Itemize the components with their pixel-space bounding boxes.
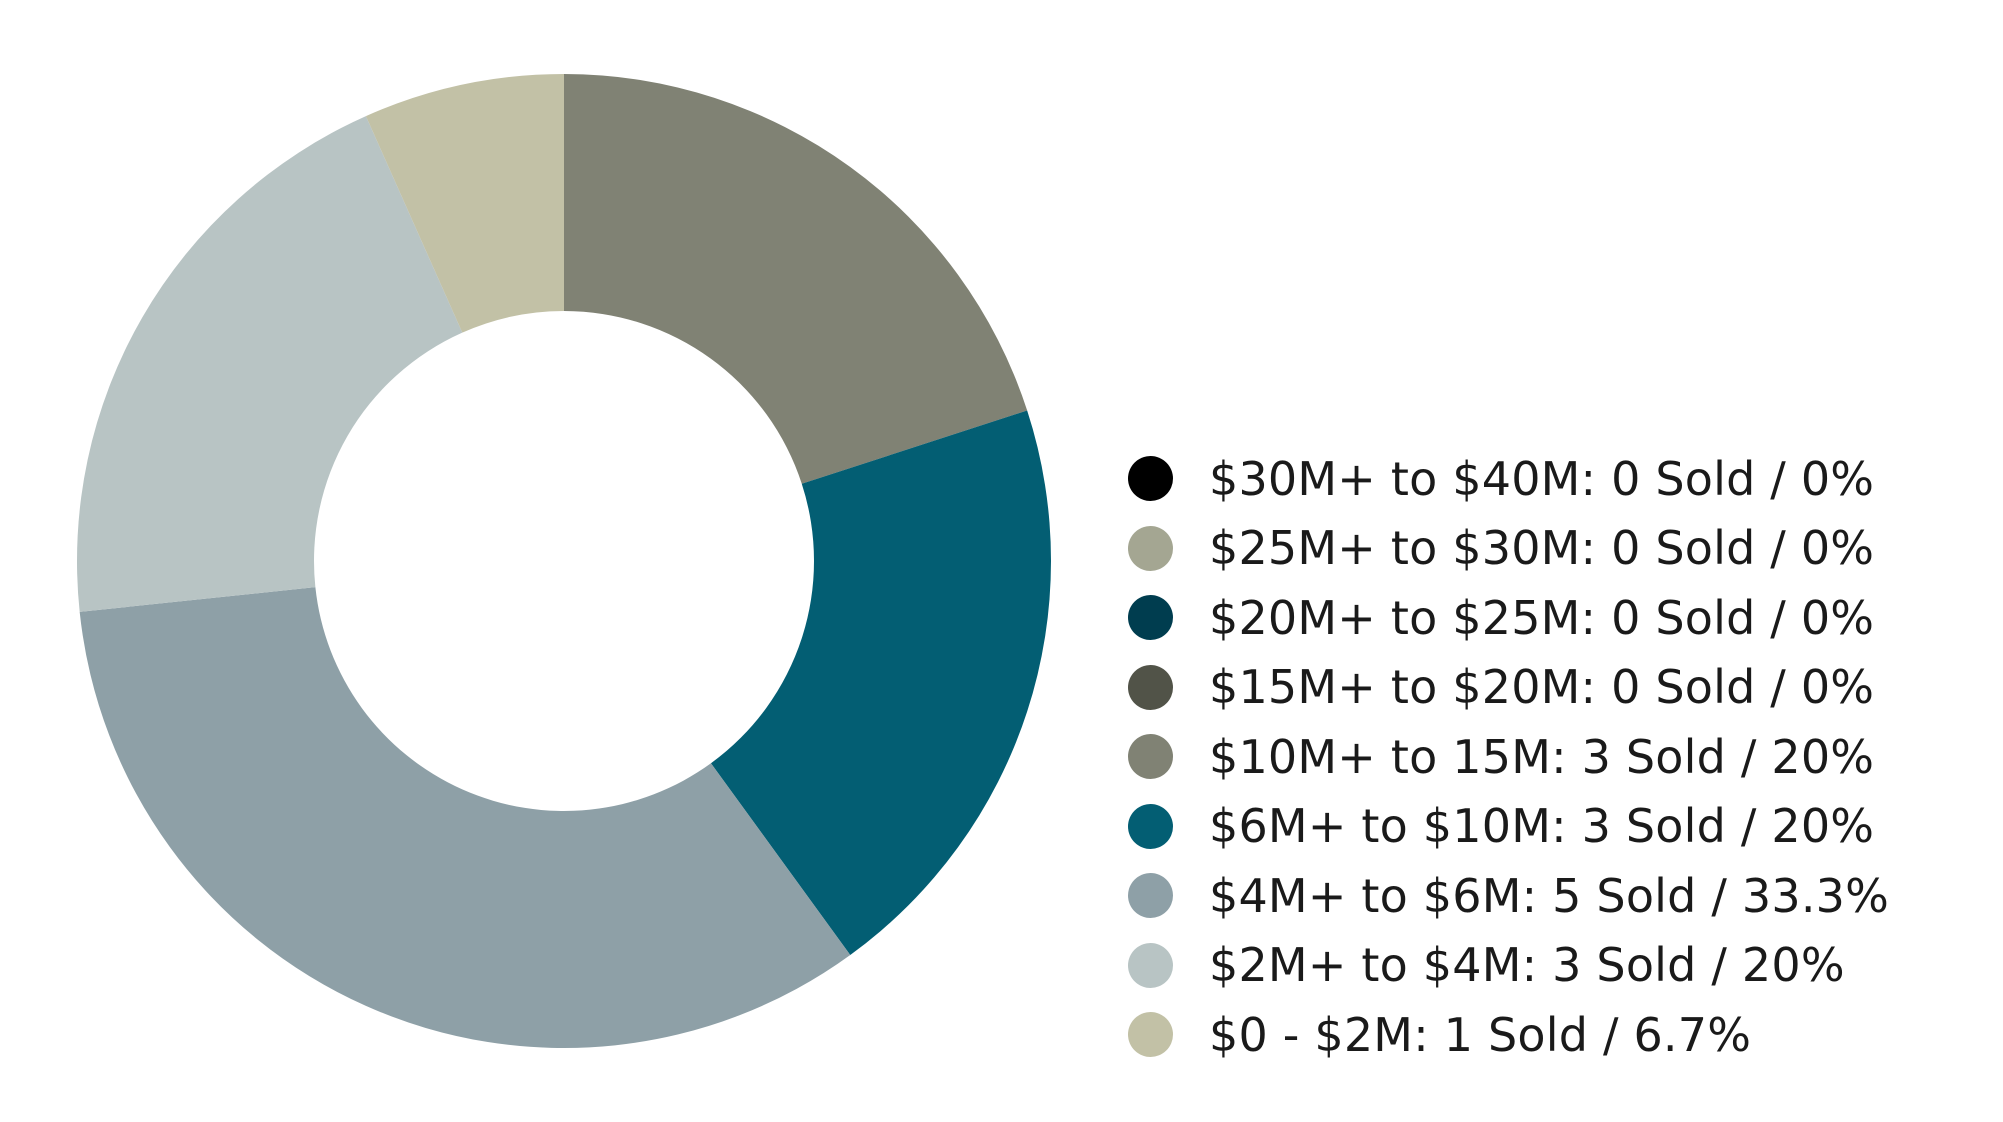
legend-item: $6M+ to $10M: 3 Sold / 20%: [1128, 792, 1988, 862]
legend-item: $10M+ to 15M: 3 Sold / 20%: [1128, 722, 1988, 792]
legend-swatch: [1128, 734, 1173, 780]
donut-slice: [79, 587, 851, 1048]
legend-swatch: [1128, 525, 1173, 571]
chart-legend: $30M+ to $40M: 0 Sold / 0% $25M+ to $30M:…: [1128, 444, 1988, 1070]
legend-label: $2M+ to $4M: 3 Sold / 20%: [1209, 938, 1845, 993]
legend-item: $0 - $2M: 1 Sold / 6.7%: [1128, 1000, 1988, 1070]
legend-swatch: [1128, 1012, 1173, 1058]
legend-item: $2M+ to $4M: 3 Sold / 20%: [1128, 931, 1988, 1001]
donut-slice: [76, 116, 463, 612]
legend-swatch: [1128, 595, 1173, 641]
donut-slice: [710, 410, 1052, 955]
legend-swatch: [1128, 803, 1173, 849]
legend-label: $15M+ to $20M: 0 Sold / 0%: [1209, 660, 1875, 715]
legend-label: $6M+ to $10M: 3 Sold / 20%: [1209, 799, 1875, 854]
legend-label: $10M+ to 15M: 3 Sold / 20%: [1209, 729, 1875, 784]
legend-label: $0 - $2M: 1 Sold / 6.7%: [1209, 1007, 1752, 1062]
legend-item: $4M+ to $6M: 5 Sold / 33.3%: [1128, 861, 1988, 931]
legend-swatch: [1128, 873, 1173, 919]
legend-label: $25M+ to $30M: 0 Sold / 0%: [1209, 521, 1875, 576]
legend-item: $20M+ to $25M: 0 Sold / 0%: [1128, 583, 1988, 653]
legend-swatch: [1128, 664, 1173, 710]
donut-slice: [564, 74, 1028, 484]
legend-label: $20M+ to $25M: 0 Sold / 0%: [1209, 590, 1875, 645]
donut-slice: [365, 74, 564, 333]
legend-swatch: [1128, 456, 1173, 502]
legend-item: $30M+ to $40M: 0 Sold / 0%: [1128, 444, 1988, 514]
legend-item: $15M+ to $20M: 0 Sold / 0%: [1128, 653, 1988, 723]
legend-label: $4M+ to $6M: 5 Sold / 33.3%: [1209, 868, 1890, 923]
legend-swatch: [1128, 942, 1173, 988]
legend-label: $30M+ to $40M: 0 Sold / 0%: [1209, 451, 1875, 506]
legend-item: $25M+ to $30M: 0 Sold / 0%: [1128, 514, 1988, 584]
